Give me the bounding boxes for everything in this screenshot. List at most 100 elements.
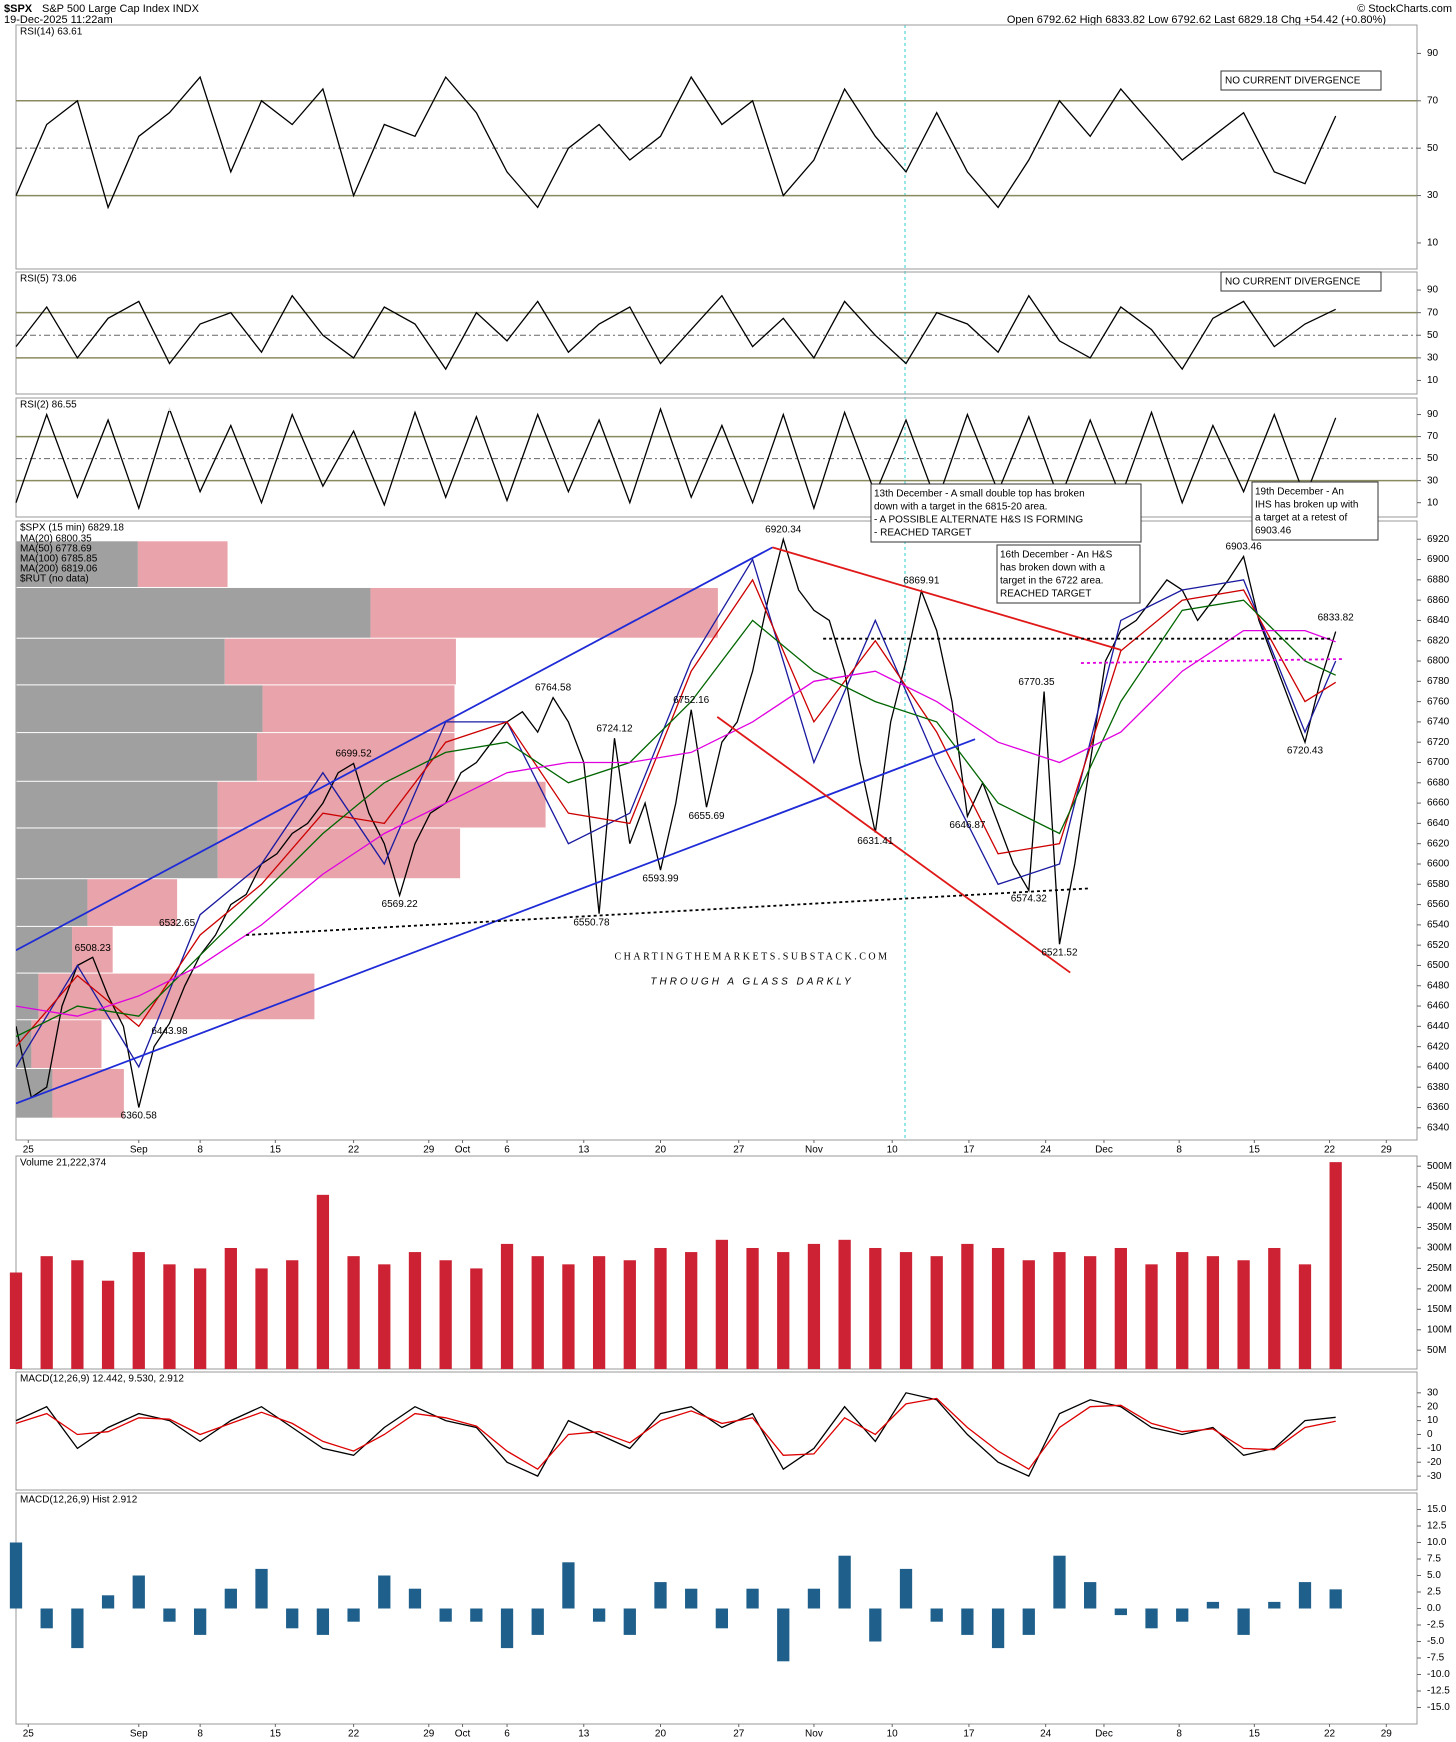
price-label: 6699.52 [336,749,373,760]
bar [194,1608,207,1635]
trendline [246,887,1091,936]
y-tick-label: 2.5 [1427,1587,1441,1598]
bar [961,1608,974,1635]
bar [101,1595,115,1609]
y-tick-label: 10 [1427,375,1439,386]
y-tick-label: 100M [1427,1324,1452,1335]
bar [286,1260,299,1369]
y-tick-label: -15.0 [1427,1702,1450,1713]
bar [1329,1589,1342,1609]
bar [500,1243,514,1369]
moving-average [16,629,1336,1017]
y-tick-label: 6740 [1427,717,1450,728]
y-tick-label: 12.5 [1427,1521,1447,1532]
y-tick-label: 5.0 [1427,1570,1441,1581]
bar [899,1568,913,1609]
x-tick-label: 15 [270,1729,282,1740]
trendline [772,546,1122,651]
price-label: 6532.65 [159,918,196,929]
bar [654,1582,667,1609]
vbp-up [38,973,315,1020]
bar [562,1562,575,1609]
symbol: $SPX [4,3,33,15]
copyright: © StockCharts.com [1357,3,1452,15]
bar [132,1252,145,1369]
note-box [996,544,1141,604]
bar [132,1575,145,1609]
y-tick-label: 250M [1427,1263,1452,1274]
y-tick-label: 6520 [1427,940,1450,951]
bar [930,1608,943,1622]
title-bg [17,522,217,534]
bar [316,1194,330,1369]
bar [408,1588,422,1609]
y-tick-label: 500M [1427,1161,1452,1172]
y-tick-label: 0.0 [1427,1603,1441,1614]
bar [715,1608,729,1629]
bar [1237,1608,1250,1635]
y-tick-label: -10.0 [1427,1669,1450,1680]
y-tick-label: 150M [1427,1304,1452,1315]
x-tick-label: 22 [1324,1729,1336,1740]
note-text: IHS has broken up with [1255,500,1358,511]
price-label: 6508.23 [75,943,112,954]
bar [1084,1256,1097,1369]
price-label: 6574.32 [1011,894,1048,905]
bar [1206,1256,1220,1369]
bar [715,1239,729,1369]
price-label: 6655.69 [688,811,725,822]
bar [777,1252,790,1369]
y-tick-label: 7.5 [1427,1554,1441,1565]
title-bg [17,273,217,285]
y-tick-label: 6640 [1427,818,1450,829]
bar [40,1608,53,1629]
y-tick-label: 50 [1427,143,1439,154]
bar [9,1542,23,1609]
x-tick-label: 29 [1381,1145,1393,1156]
legend-entry: $RUT (no data) [20,574,89,585]
y-tick-label: 10.0 [1427,1537,1447,1548]
bar [1268,1247,1281,1369]
x-tick-label: 22 [348,1729,360,1740]
title-bg [17,26,217,38]
vbp-down [16,1068,53,1118]
panel-frame [15,24,1418,270]
bar [869,1247,882,1369]
series-line [15,75,1337,210]
x-tick-label: Sep [130,1729,148,1740]
vbp-down [16,685,263,733]
bar [623,1260,636,1369]
bar [777,1608,790,1662]
x-tick-label: 22 [1324,1145,1336,1156]
bar [255,1568,268,1609]
x-tick-label: Nov [805,1145,823,1156]
panel-title: Volume 21,222,374 [20,1158,107,1169]
bar [1114,1247,1127,1369]
y-tick-label: 30 [1427,1387,1439,1398]
price-label: 6631.41 [857,836,894,847]
vbp-up [256,733,455,781]
bar [286,1608,299,1629]
x-tick-label: 25 [23,1729,35,1740]
bar [592,1608,606,1622]
bar [224,1247,237,1369]
bar [408,1252,422,1369]
price-label: 6360.58 [121,1111,158,1122]
bar [439,1608,452,1622]
y-tick-label: 6700 [1427,757,1450,768]
bar [1145,1608,1158,1629]
bar [807,1243,821,1369]
x-tick-label: Oct [455,1729,471,1740]
bar [746,1247,759,1369]
price-label: 6770.35 [1018,677,1055,688]
x-tick-label: 6 [504,1729,510,1740]
moving-average [16,558,1337,1069]
y-tick-label: 0 [1427,1429,1433,1440]
x-tick-label: Nov [805,1729,823,1740]
bar [470,1608,483,1622]
y-tick-label: 50 [1427,453,1439,464]
bar [101,1280,115,1369]
y-tick-label: 6900 [1427,554,1450,565]
title-bg [17,1373,217,1385]
y-tick-label: 6600 [1427,859,1450,870]
